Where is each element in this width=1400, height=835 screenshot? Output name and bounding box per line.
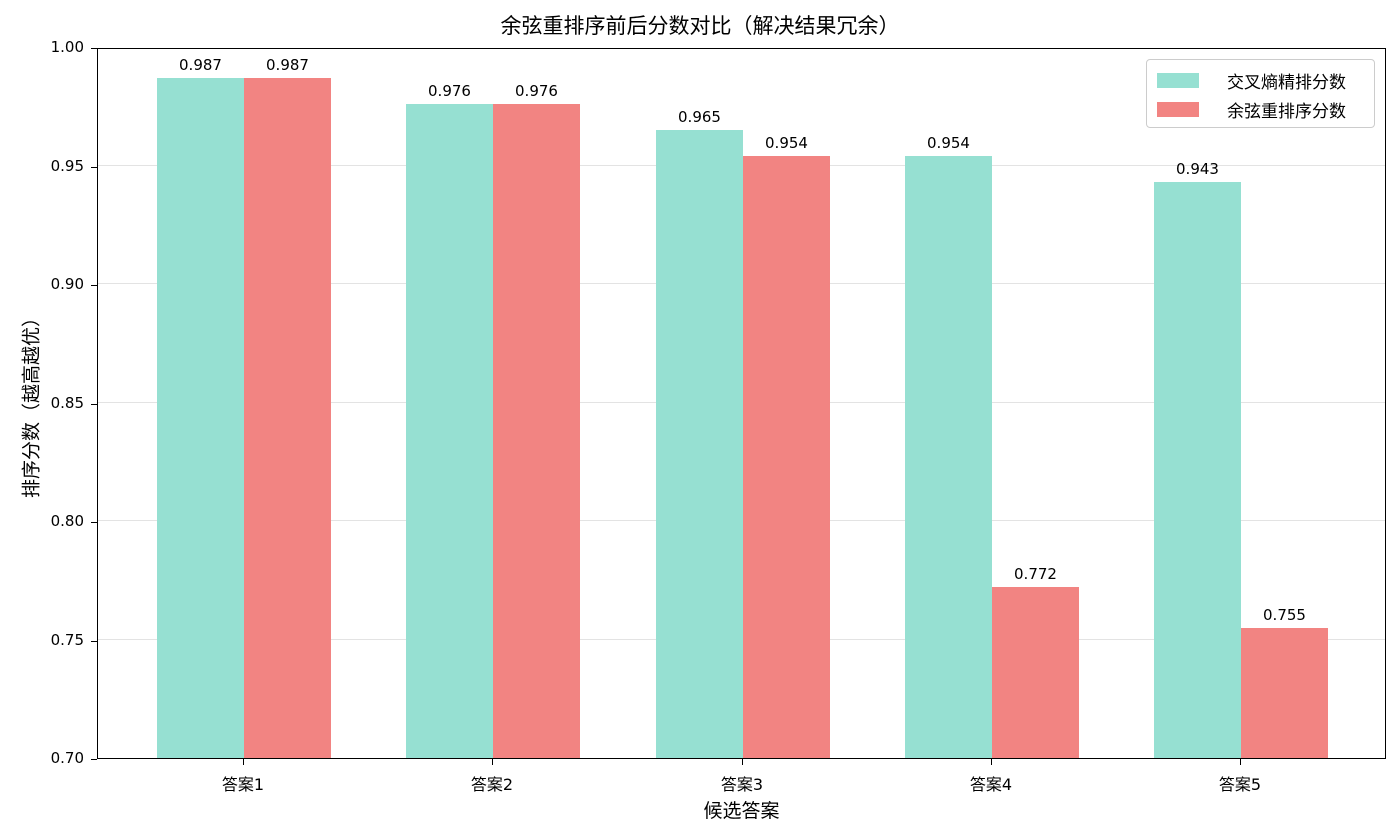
y-tick-label: 0.70 [50,749,84,767]
bar-value-label: 0.755 [1263,605,1306,624]
bar-series1-3 [743,156,830,758]
plot-area: 0.987 0.987 0.976 0.976 0.965 0.954 0.954 0.772… [97,48,1386,759]
bar-value-label: 0.965 [678,107,721,126]
y-tick-label: 0.85 [50,393,84,412]
bar-value-label: 0.987 [179,55,222,74]
y-tick-label: 1.00 [50,38,84,56]
y-tick-label: 0.80 [50,512,84,530]
bar-value-label: 0.987 [266,55,309,74]
y-tick-label: 0.95 [50,156,84,175]
y-tick-mark [91,759,97,760]
y-tick-label: 0.90 [50,275,84,293]
bar-series1-5 [1241,627,1328,758]
y-tick-mark [91,403,97,405]
bar-series0-5 [1154,182,1241,758]
bar-series0-3 [656,129,743,758]
legend-label: 余弦重排序分数 [1227,101,1346,122]
y-axis-label: 排序分数（越高越优） [20,307,43,499]
x-tick-label: 答案4 [969,775,1013,794]
x-tick-label: 答案3 [720,775,764,794]
x-tick-mark [991,759,992,765]
legend-swatch [1157,72,1199,88]
x-axis-label: 候选答案 [703,800,780,822]
x-tick-label: 答案5 [1218,775,1262,794]
bar-series0-4 [905,156,992,758]
bar-value-label: 0.976 [515,81,558,100]
x-tick-mark [1240,759,1241,765]
legend-item-cosine-rerank: 余弦重排序分数 [1157,99,1346,122]
legend-swatch [1157,101,1199,117]
y-tick-label: 0.75 [50,630,84,649]
legend-label: 交叉熵精排分数 [1227,72,1346,93]
y-tick-mark [91,640,97,642]
legend-item-cross-entropy: 交叉熵精排分数 [1157,70,1346,93]
bar-series1-2 [493,103,580,758]
x-tick-mark [492,759,493,765]
chart-title: 余弦重排序前后分数对比（解决结果冗余） [500,14,900,38]
bar-series0-1 [157,77,244,758]
y-tick-mark [91,48,97,49]
bar-value-label: 0.954 [927,134,970,153]
bar-value-label: 0.772 [1014,565,1057,584]
y-tick-mark [91,522,97,523]
x-tick-label: 答案1 [221,775,265,794]
legend: 交叉熵精排分数 余弦重排序分数 [1146,59,1375,128]
bar-value-label: 0.976 [428,81,471,100]
bar-series0-2 [406,103,493,758]
bar-series1-1 [244,77,331,758]
bar-value-label: 0.943 [1176,160,1219,179]
x-tick-label: 答案2 [470,775,514,794]
bar-series1-4 [992,587,1079,758]
x-tick-mark [742,759,743,765]
bar-value-label: 0.954 [765,134,808,153]
y-tick-mark [91,285,97,286]
y-tick-mark [91,166,97,168]
x-tick-mark [243,759,244,765]
